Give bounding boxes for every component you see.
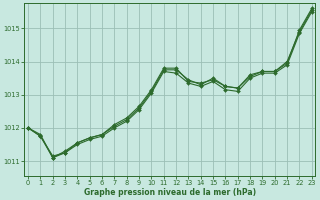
X-axis label: Graphe pression niveau de la mer (hPa): Graphe pression niveau de la mer (hPa) bbox=[84, 188, 256, 197]
